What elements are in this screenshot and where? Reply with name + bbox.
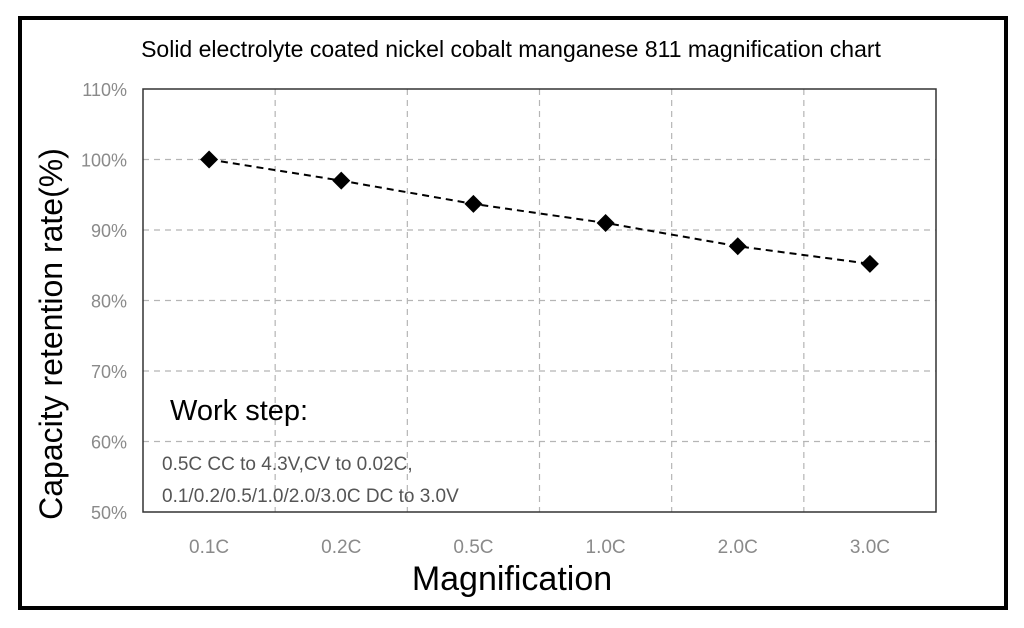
y-tick-label: 110% — [82, 80, 127, 100]
chart-title: Solid electrolyte coated nickel cobalt m… — [141, 36, 881, 62]
x-tick-label: 0.5C — [453, 537, 493, 558]
data-point — [860, 254, 879, 273]
series-line — [208, 158, 871, 265]
data-point — [728, 237, 747, 256]
note-heading: Work step: — [170, 395, 308, 427]
x-axis-label: Magnification — [412, 560, 612, 598]
x-tick-label: 3.0C — [850, 537, 890, 558]
x-tick-label: 1.0C — [586, 537, 626, 558]
data-point — [200, 150, 219, 169]
data-point — [596, 213, 615, 232]
x-axis-ticks: 0.1C 0.2C 0.5C 1.0C 2.0C 3.0C — [189, 537, 890, 558]
y-axis-ticks: 50% 60% 70% 80% 90% 100% 110% — [81, 80, 127, 523]
series — [200, 150, 879, 273]
y-tick-label: 90% — [91, 221, 127, 241]
plot-area — [142, 88, 937, 513]
note-line-2: 0.1/0.2/0.5/1.0/2.0/3.0C DC to 3.0V — [162, 486, 459, 507]
y-tick-label: 100% — [81, 151, 127, 171]
data-point — [332, 171, 351, 190]
y-axis-label: Capacity retention rate(%) — [33, 148, 69, 520]
y-tick-label: 60% — [91, 433, 127, 453]
x-tick-label: 0.2C — [321, 537, 361, 558]
x-tick-label: 0.1C — [189, 537, 229, 558]
chart-frame — [18, 16, 1008, 610]
y-tick-label: 70% — [91, 362, 127, 382]
y-tick-label: 80% — [91, 292, 127, 312]
note-line-1: 0.5C CC to 4.3V,CV to 0.02C, — [162, 454, 413, 475]
work-step-note: Work step: 0.5C CC to 4.3V,CV to 0.02C, … — [162, 395, 459, 507]
x-tick-label: 2.0C — [718, 537, 758, 558]
data-point — [464, 194, 483, 213]
grid — [143, 89, 936, 512]
y-tick-label: 50% — [91, 503, 127, 523]
